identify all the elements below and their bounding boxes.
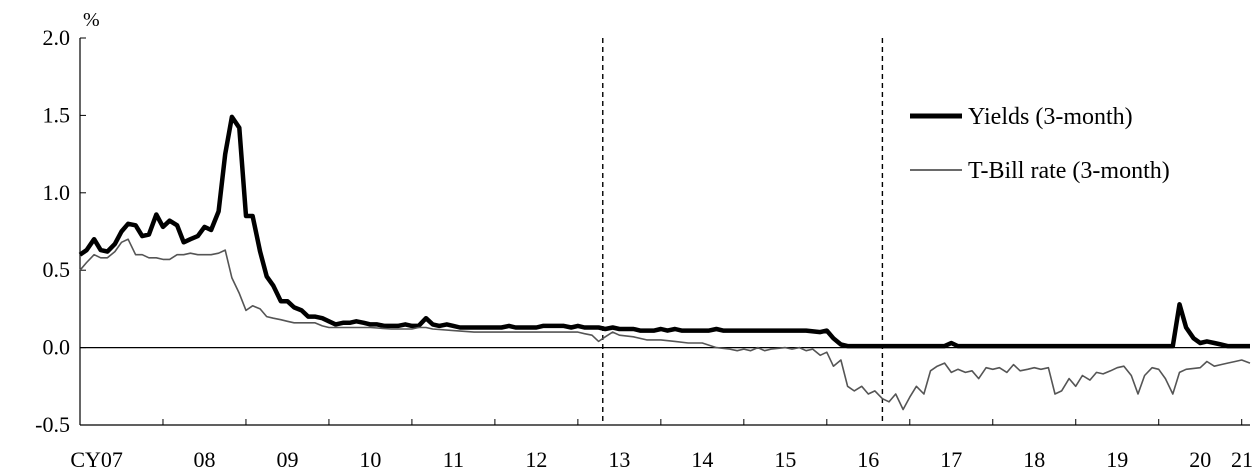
x-tick-label: 10 — [359, 447, 381, 472]
series-line-yields — [78, 114, 1250, 349]
series-line-tbill — [79, 238, 1251, 411]
x-tick-label: 18 — [1023, 447, 1045, 472]
reference-lines — [602, 38, 884, 425]
y-tick-label: 0.0 — [43, 335, 71, 360]
x-tick-label: 13 — [608, 447, 630, 472]
x-tick-label: 09 — [276, 447, 298, 472]
x-tick-label: 12 — [525, 447, 547, 472]
x-tick-label: 17 — [940, 447, 962, 472]
y-tick-label: 1.5 — [43, 102, 71, 127]
legend-label: Yields (3-month) — [968, 104, 1133, 130]
x-tick-label: 11 — [443, 447, 464, 472]
x-tick-label: CY07 — [70, 447, 123, 472]
x-tick-label: 19 — [1106, 447, 1128, 472]
y-tick-label: 0.5 — [43, 257, 71, 282]
legend-label: T-Bill rate (3-month) — [968, 158, 1170, 184]
y-tick-label: -0.5 — [35, 412, 70, 437]
x-tick-label: 20 — [1189, 447, 1211, 472]
x-tick-label: 08 — [193, 447, 215, 472]
y-tick-label: 2.0 — [43, 25, 71, 50]
x-tick-label: 15 — [774, 447, 796, 472]
x-tick-label: 16 — [857, 447, 879, 472]
x-tick-label: 14 — [691, 447, 713, 472]
x-tick-label: 21 — [1231, 447, 1253, 472]
y-tick-label: 1.0 — [43, 180, 71, 205]
y-unit-label: % — [83, 9, 100, 31]
series-lines — [78, 114, 1251, 411]
legend: Yields (3-month) T-Bill rate (3-month) — [910, 104, 1170, 184]
